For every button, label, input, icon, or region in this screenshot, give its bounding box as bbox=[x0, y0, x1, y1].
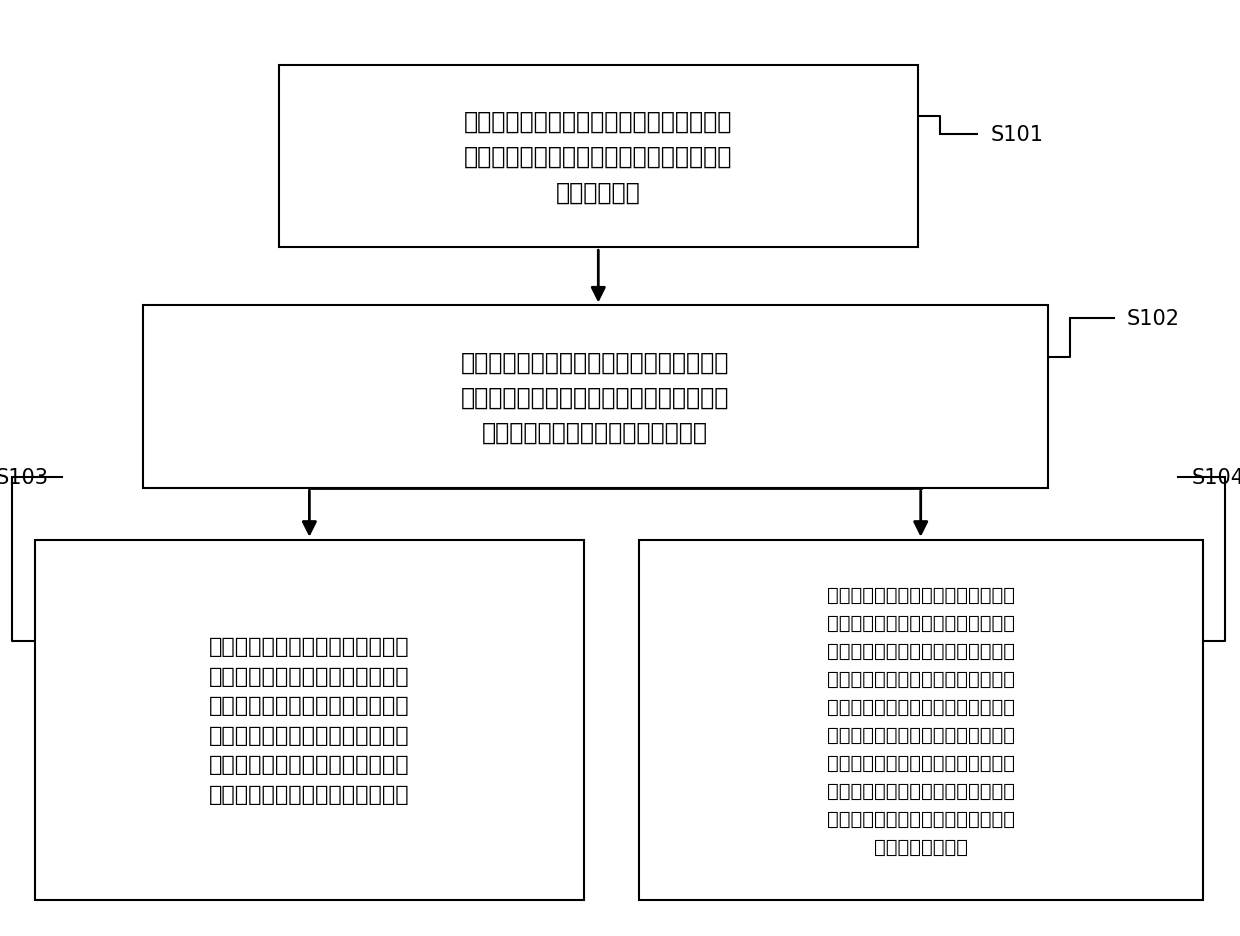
Bar bbox=[35, 540, 584, 900]
Bar bbox=[639, 540, 1203, 900]
Text: S104: S104 bbox=[1192, 467, 1240, 488]
Bar bbox=[279, 66, 918, 248]
Text: 将所述精轧机入口侧导板自动位置控制至第
一宽度；所述第一宽度为所述自动位置控制
的设置显示值: 将所述精轧机入口侧导板自动位置控制至第 一宽度；所述第一宽度为所述自动位置控制 … bbox=[464, 110, 733, 204]
Bar bbox=[143, 306, 1048, 489]
Text: S102: S102 bbox=[1127, 308, 1179, 329]
Text: S101: S101 bbox=[991, 124, 1043, 145]
Text: S103: S103 bbox=[0, 467, 48, 488]
Text: 测量侧导板开口度、操作侧平衡块内侧到操
作侧侧导板内沿的第一距离和传动侧平衡块
内侧到传动侧侧导板内沿的第二距离: 测量侧导板开口度、操作侧平衡块内侧到操 作侧侧导板内沿的第一距离和传动侧平衡块 … bbox=[461, 350, 729, 445]
Text: 否则，标定所述自动位置控制的操作
侧开口度等于第一差值与二分之一的
所述第一误差的差值，所述第一差值
等于二分之一的两侧平衡块内侧的距
离常数与所述第一距离的差: 否则，标定所述自动位置控制的操作 侧开口度等于第一差值与二分之一的 所述第一误差… bbox=[827, 585, 1014, 856]
Text: 如果所述侧导板开口度大于等于所
述第一宽度，所述侧导板开口度小
于等于所述第一宽度与预设的第一
误差的和值，且所述第一距离与所
述第二距离的差值的绝对值小于等
: 如果所述侧导板开口度大于等于所 述第一宽度，所述侧导板开口度小 于等于所述第一宽… bbox=[210, 636, 409, 804]
